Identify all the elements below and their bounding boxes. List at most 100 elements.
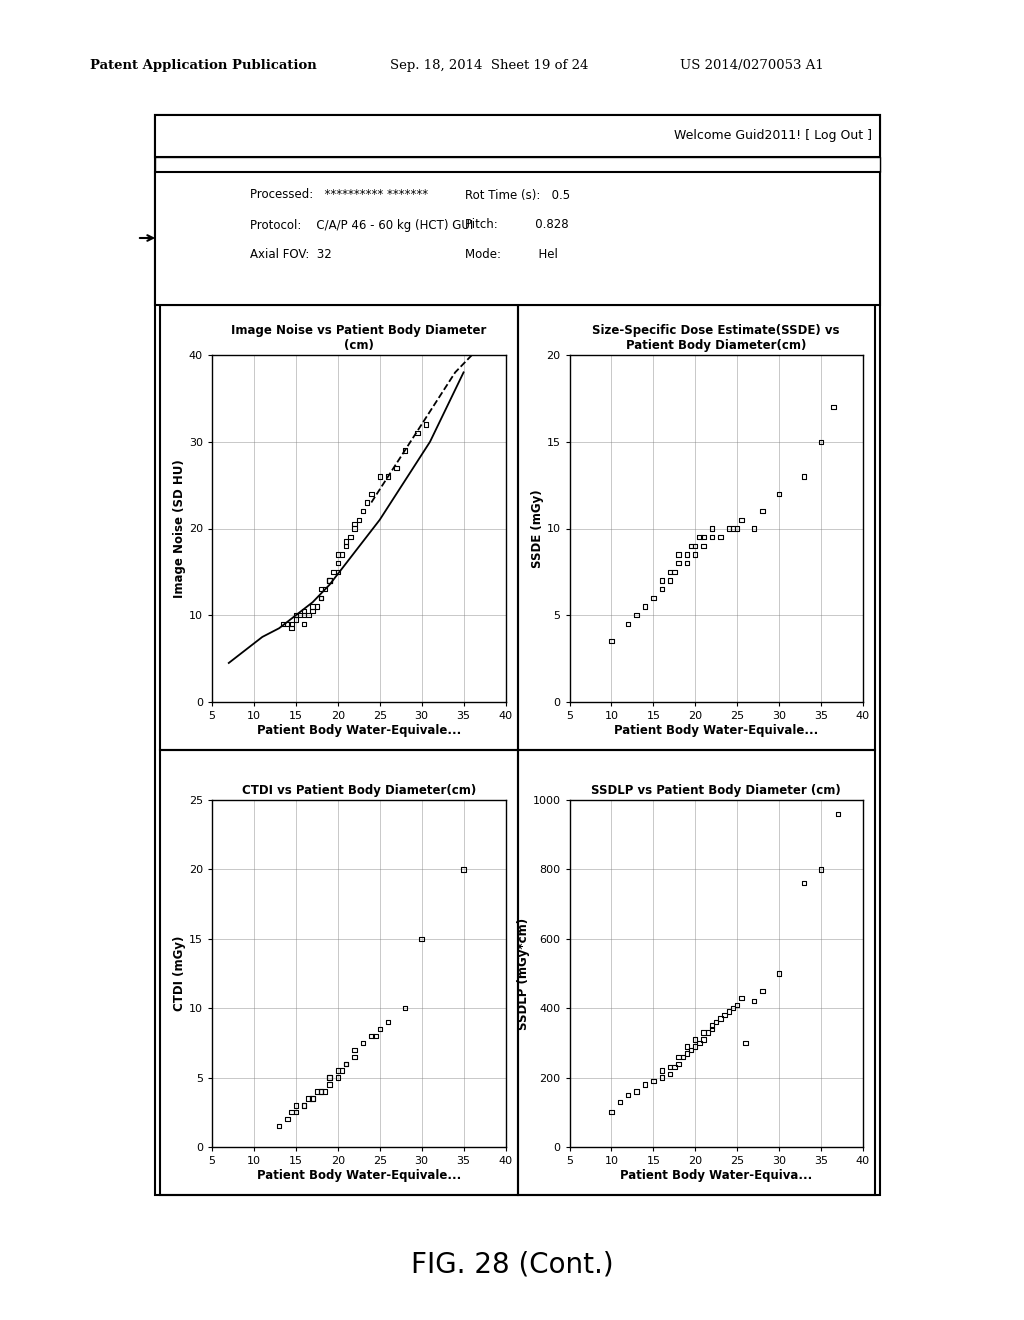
Point	[342, 527, 358, 548]
Point	[771, 483, 787, 504]
Title: Size-Specific Dose Estimate(SSDE) vs
Patient Body Diameter(cm): Size-Specific Dose Estimate(SSDE) vs Pat…	[593, 325, 840, 352]
Point	[737, 1032, 754, 1053]
Point	[322, 570, 338, 591]
Text: Rot Time (s):   0.5: Rot Time (s): 0.5	[465, 189, 570, 202]
Point	[304, 1088, 321, 1109]
Point	[695, 536, 712, 557]
Point	[683, 1039, 699, 1060]
Point	[796, 466, 812, 487]
Point	[675, 1047, 691, 1068]
Point	[330, 1060, 346, 1081]
Point	[671, 553, 687, 574]
X-axis label: Patient Body Water-Equiva...: Patient Body Water-Equiva...	[621, 1168, 812, 1181]
Point	[330, 544, 346, 565]
Point	[284, 618, 300, 639]
Point	[691, 1032, 708, 1053]
Title: CTDI vs Patient Body Diameter(cm): CTDI vs Patient Body Diameter(cm)	[242, 784, 476, 797]
Point	[713, 527, 729, 548]
Point	[354, 1032, 371, 1053]
Point	[300, 1088, 316, 1109]
Point	[671, 1047, 687, 1068]
Point	[796, 873, 812, 894]
Point	[312, 1081, 329, 1102]
Point	[334, 544, 350, 565]
Point	[679, 553, 695, 574]
Bar	[155, 115, 880, 1195]
Point	[317, 578, 334, 599]
Point	[380, 1011, 396, 1032]
Point	[338, 531, 354, 552]
Point	[729, 517, 745, 539]
Point	[745, 991, 762, 1012]
Point	[703, 1015, 720, 1036]
Point	[330, 561, 346, 582]
Point	[771, 962, 787, 983]
Point	[354, 500, 371, 521]
Point	[300, 605, 316, 626]
Point	[717, 1005, 733, 1026]
Point	[683, 536, 699, 557]
Point	[679, 544, 695, 565]
Point	[653, 1060, 670, 1081]
Point	[829, 804, 846, 825]
Point	[296, 1094, 312, 1115]
Point	[275, 614, 292, 635]
Bar	[517, 750, 874, 1195]
Point	[703, 527, 720, 548]
Point	[637, 597, 653, 618]
Point	[653, 570, 670, 591]
Point	[304, 1088, 321, 1109]
Y-axis label: CTDI (mGy): CTDI (mGy)	[173, 936, 186, 1011]
Point	[695, 1022, 712, 1043]
Point	[334, 1060, 350, 1081]
Point	[620, 614, 636, 635]
Point	[326, 561, 342, 582]
Point	[825, 396, 842, 417]
Point	[653, 1067, 670, 1088]
Point	[322, 1067, 338, 1088]
Point	[312, 587, 329, 609]
Y-axis label: SSDLP (mGy*cm): SSDLP (mGy*cm)	[517, 917, 529, 1030]
Point	[687, 544, 703, 565]
Point	[699, 1022, 716, 1043]
Point	[346, 513, 362, 535]
Point	[662, 570, 678, 591]
Text: FIG. 28 (Cont.): FIG. 28 (Cont.)	[411, 1251, 613, 1279]
Point	[667, 561, 683, 582]
Point	[396, 998, 413, 1019]
Point	[308, 1081, 325, 1102]
Bar	[160, 750, 517, 1195]
Point	[687, 1028, 703, 1049]
Text: Sep. 18, 2014  Sheet 19 of 24: Sep. 18, 2014 Sheet 19 of 24	[390, 58, 589, 71]
Point	[687, 1036, 703, 1057]
Text: Patent Application Publication: Patent Application Publication	[90, 58, 316, 71]
Point	[296, 614, 312, 635]
Point	[691, 527, 708, 548]
Text: US 2014/0270053 A1: US 2014/0270053 A1	[680, 58, 823, 71]
Point	[708, 1011, 724, 1032]
Point	[725, 998, 741, 1019]
Point	[284, 1102, 300, 1123]
Point	[308, 597, 325, 618]
Point	[312, 1081, 329, 1102]
Point	[603, 1102, 620, 1123]
Point	[456, 859, 472, 880]
Point	[645, 587, 662, 609]
Point	[629, 1081, 645, 1102]
Bar	[155, 157, 880, 172]
Point	[296, 601, 312, 622]
Point	[603, 631, 620, 652]
Point	[288, 609, 304, 630]
Point	[346, 1047, 362, 1068]
Point	[280, 614, 296, 635]
Point	[346, 1039, 362, 1060]
Point	[637, 1074, 653, 1096]
Point	[733, 987, 750, 1008]
Point	[271, 1115, 288, 1137]
Point	[350, 510, 367, 531]
Point	[695, 1028, 712, 1049]
Point	[410, 422, 426, 444]
Y-axis label: SSDE (mGy): SSDE (mGy)	[530, 490, 544, 568]
Point	[667, 1056, 683, 1077]
Point	[359, 492, 376, 513]
